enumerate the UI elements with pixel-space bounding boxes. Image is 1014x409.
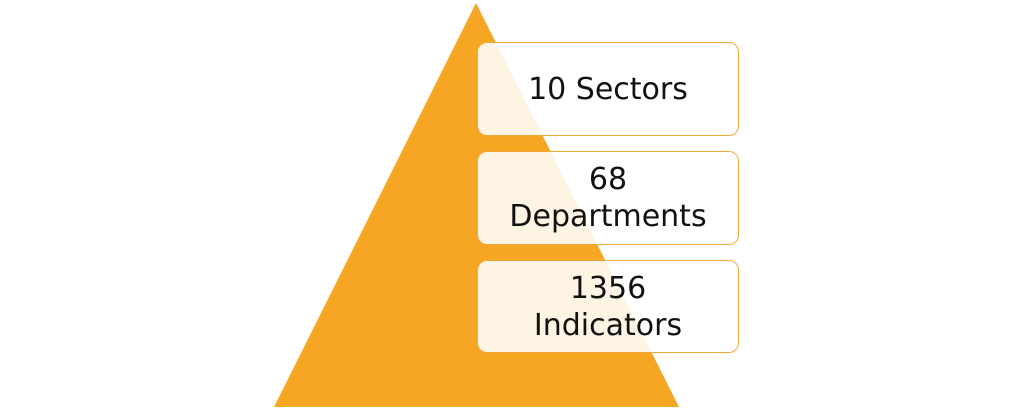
level-box-sectors: 10 Sectors: [477, 42, 739, 136]
level-box-departments: 68 Departments: [477, 151, 739, 245]
level-box-indicators: 1356 Indicators: [477, 260, 739, 353]
level-label-indicators: 1356 Indicators: [533, 270, 683, 343]
level-label-departments: 68 Departments: [509, 162, 707, 234]
level-label-sectors: 10 Sectors: [528, 71, 688, 107]
